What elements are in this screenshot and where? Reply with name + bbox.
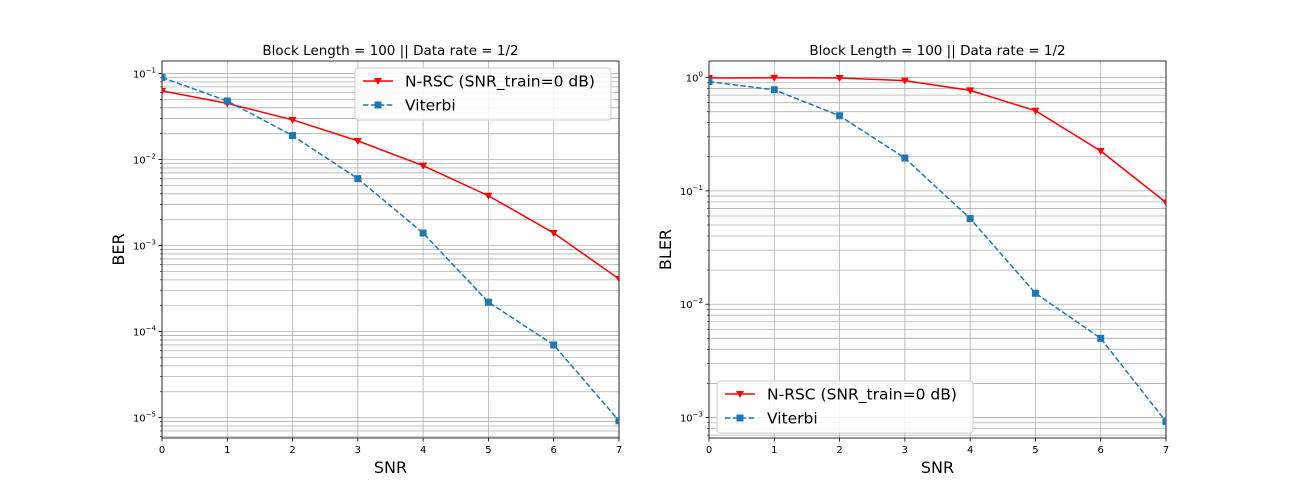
series-layer (709, 74, 1166, 426)
x-tick-label: 5 (485, 445, 491, 456)
legend-marker-square (736, 414, 744, 422)
data-point-square (223, 97, 231, 105)
data-point-triangle (615, 275, 619, 283)
x-tick-label: 2 (289, 445, 295, 456)
x-tick-label: 3 (902, 445, 908, 456)
series-layer (162, 74, 619, 425)
data-point-triangle (1162, 199, 1166, 207)
data-point-triangle (353, 137, 362, 145)
y-tick-label: 100 (686, 71, 703, 85)
legend-box (716, 380, 974, 434)
data-point-triangle (1031, 107, 1040, 115)
y-tick-label: 10−3 (133, 239, 156, 253)
chart-panel-1: 10−5 10−4 10−3 10−2 10−1 0 1 2 3 4 5 6 7 Block Length… (109, 43, 622, 477)
chart-title: Block Length = 100 || Data rate = 1/2 (809, 43, 1065, 59)
y-tick-label: 10−1 (133, 67, 156, 81)
data-point-triangle (770, 74, 779, 82)
legend-label-1: N-RSC (SNR_train=0 dB) (767, 386, 957, 405)
legend-label-1: N-RSC (SNR_train=0 dB) (405, 73, 595, 92)
data-point-square (162, 74, 166, 82)
x-tick-label: 4 (420, 445, 426, 456)
series-line-1 (709, 77, 1166, 204)
chart-panel-2: 10−3 10−2 10−1 100 0 1 2 3 4 5 6 7 Block Length = 10… (656, 43, 1169, 477)
x-tick-label: 5 (1032, 445, 1038, 456)
data-point-square (484, 298, 492, 306)
data-point-triangle (835, 75, 844, 83)
data-point-triangle (162, 87, 166, 95)
data-point-square (615, 417, 619, 425)
axes-frame (161, 60, 620, 439)
legend: N-RSC (SNR_train=0 dB) Viterbi (354, 67, 612, 121)
chart-title: Block Length = 100 || Data rate = 1/2 (262, 43, 518, 59)
series-line-2 (709, 80, 1166, 423)
x-tick-label: 3 (355, 445, 361, 456)
x-axis-label: SNR (374, 458, 407, 477)
data-point-square (289, 132, 297, 140)
legend-label-2: Viterbi (405, 97, 456, 115)
data-point-square (354, 175, 362, 183)
data-point-square (550, 341, 558, 349)
x-tick-label: 1 (771, 445, 777, 456)
legend-marker-triangle (374, 78, 382, 85)
x-tick-label: 6 (551, 445, 557, 456)
legend: N-RSC (SNR_train=0 dB) Viterbi (716, 380, 974, 434)
data-point-triangle (549, 230, 558, 238)
y-tick-label: 10−3 (680, 411, 703, 425)
legend-marker-square (374, 101, 382, 109)
data-point-square (709, 78, 713, 86)
y-tick-label: 10−4 (133, 325, 157, 339)
data-point-triangle (709, 75, 713, 83)
data-point-square (901, 154, 909, 162)
y-tick-label: 10−2 (133, 153, 156, 167)
data-point-triangle (966, 87, 975, 95)
series-line-2 (162, 76, 619, 422)
data-point-triangle (419, 162, 428, 170)
data-point-triangle (484, 192, 493, 200)
data-point-triangle (900, 77, 909, 85)
y-tick-label: 10−1 (680, 184, 703, 198)
data-point-square (1031, 289, 1039, 297)
x-tick-label: 0 (159, 445, 165, 456)
data-point-square (966, 215, 974, 223)
y-axis-label: BER (109, 233, 128, 265)
axes-frame (708, 60, 1167, 439)
data-point-triangle (1096, 147, 1105, 155)
y-tick-label: 10−5 (133, 411, 156, 425)
data-point-square (1162, 418, 1166, 426)
y-axis-label: BLER (656, 229, 675, 270)
x-tick-label: 7 (1163, 445, 1169, 456)
x-tick-label: 6 (1098, 445, 1104, 456)
x-tick-label: 7 (616, 445, 622, 456)
legend-label-2: Viterbi (767, 410, 818, 428)
x-tick-label: 0 (706, 445, 712, 456)
data-point-square (1097, 334, 1105, 342)
y-tick-label: 10−2 (680, 297, 703, 311)
data-point-square (770, 86, 778, 94)
legend-box (354, 67, 612, 121)
x-tick-label: 1 (224, 445, 230, 456)
data-point-triangle (288, 116, 297, 124)
data-point-square (836, 112, 844, 120)
data-point-square (419, 229, 427, 237)
x-tick-label: 4 (967, 445, 973, 456)
legend-marker-triangle (736, 391, 744, 398)
x-tick-label: 2 (836, 445, 842, 456)
x-axis-label: SNR (921, 458, 954, 477)
